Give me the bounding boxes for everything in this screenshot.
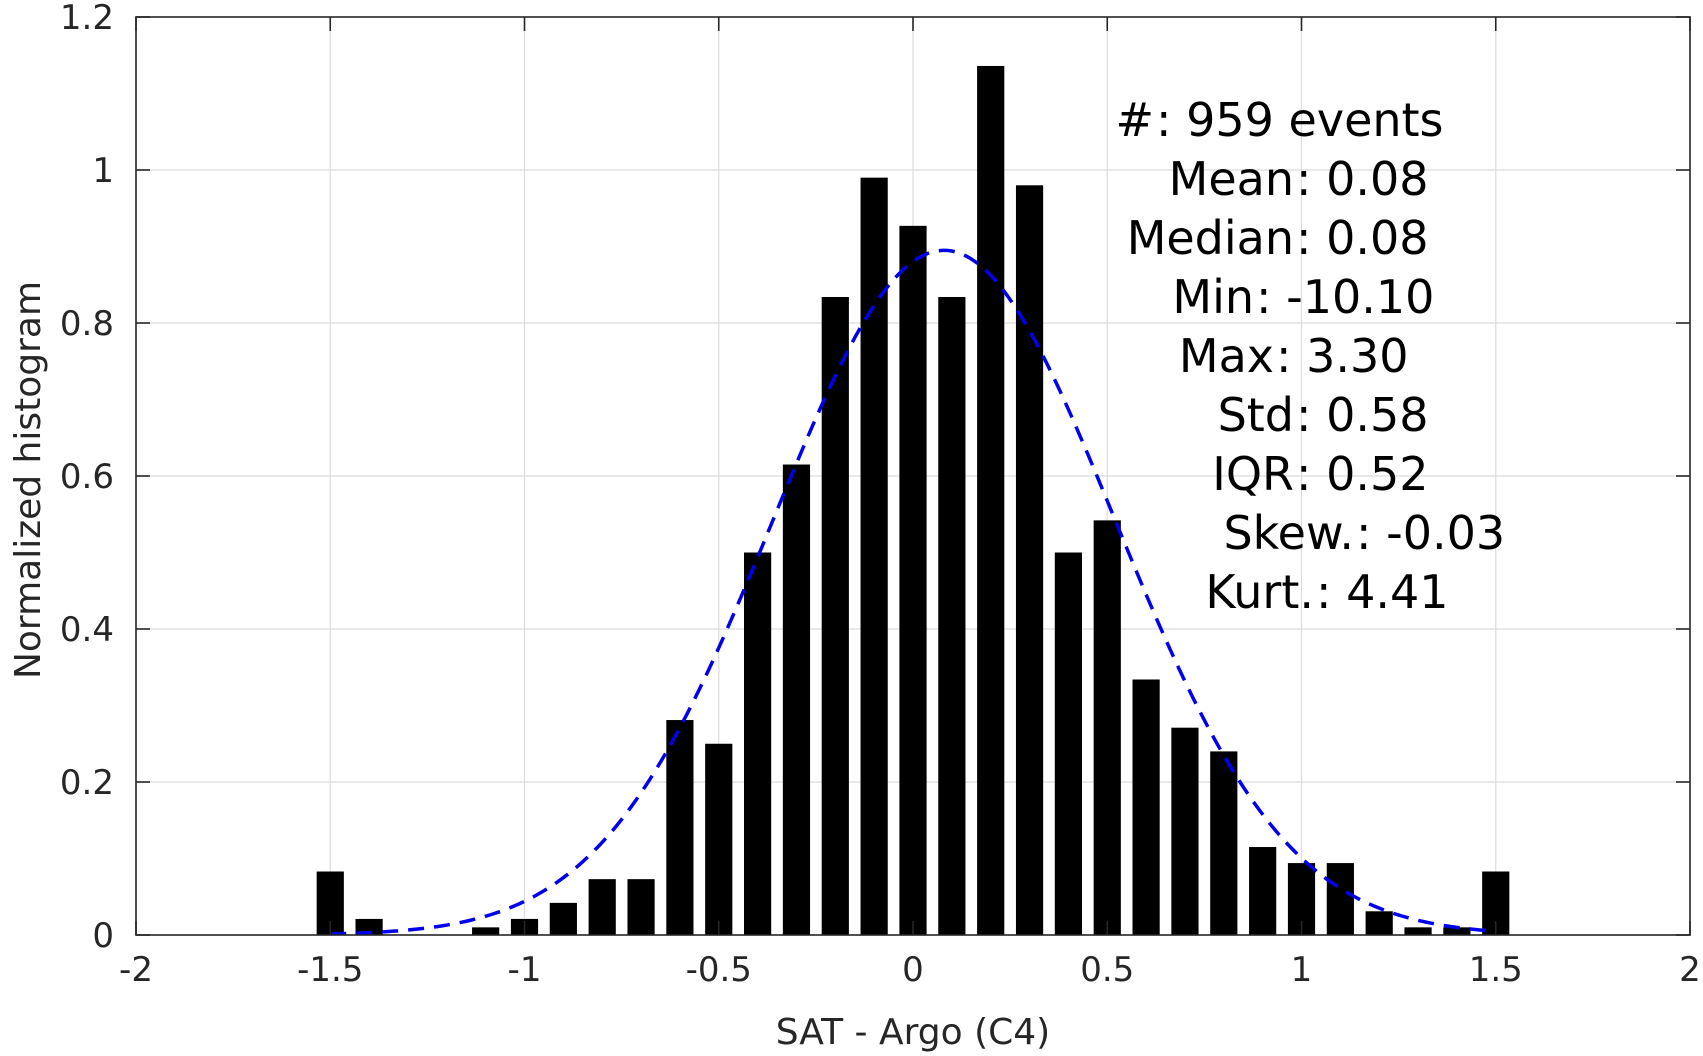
axis-ticks: [135, 16, 1691, 936]
histogram-bar: [549, 902, 577, 935]
histogram-bar: [977, 65, 1005, 935]
stats-label: Kurt.: [1205, 565, 1314, 619]
stats-value: : 0.52: [1296, 447, 1429, 501]
stats-label: Skew.: [1223, 506, 1354, 560]
y-axis-label: Normalized histogram: [8, 281, 49, 679]
histogram-bar: [1054, 552, 1082, 935]
y-tick-label: 0.8: [60, 304, 114, 344]
histogram-bar: [1093, 520, 1121, 935]
stats-label: Min: [1172, 270, 1254, 324]
x-tick-label: 2: [1679, 950, 1701, 990]
x-tick-label: 1.5: [1469, 950, 1523, 990]
stats-label: #: [1115, 93, 1154, 147]
y-tick-label: 1: [92, 151, 114, 191]
x-tick-label: 0.5: [1080, 950, 1134, 990]
stats-label: Median: [1127, 211, 1294, 265]
x-tick-label: 1: [1291, 950, 1313, 990]
histogram-bar: [355, 918, 383, 935]
y-tick-label: 0: [92, 916, 114, 956]
histogram-bar: [1365, 911, 1393, 935]
stats-value: : 0.08: [1296, 211, 1429, 265]
y-tick-labels: 0 0.2 0.4 0.6 0.8 1 1.2: [60, 0, 114, 956]
x-tick-label: -2: [119, 950, 153, 990]
histogram-bar: [782, 464, 811, 935]
stats-label: IQR: [1212, 447, 1294, 501]
histogram-bar: [1132, 679, 1160, 935]
histogram-bar: [1210, 751, 1238, 935]
x-tick-label: -0.5: [686, 950, 752, 990]
y-tick-label: 0.4: [60, 610, 114, 650]
histogram-bar: [627, 879, 655, 935]
histogram-bar: [1015, 185, 1044, 936]
stats-label: Max: [1179, 329, 1274, 383]
histogram-bar: [705, 743, 733, 935]
stats-value: : -10.10: [1256, 270, 1434, 324]
histogram-bar: [1443, 927, 1471, 935]
histogram-bar: [1249, 847, 1277, 935]
y-tick-label: 1.2: [60, 0, 114, 38]
histogram-bar: [1326, 863, 1354, 935]
x-tick-labels: -2 -1.5 -1 -0.5 0 0.5 1 1.5 2: [119, 950, 1701, 990]
stats-value: : 959 events: [1156, 93, 1444, 147]
stats-value: : 0.08: [1296, 152, 1429, 206]
x-axis-label: SAT - Argo (C4): [776, 1012, 1050, 1053]
histogram-bar: [860, 177, 888, 935]
stats-label: Mean: [1169, 152, 1294, 206]
histogram-bar: [1404, 927, 1432, 935]
stats-label: Std: [1218, 388, 1294, 442]
histogram-bar: [1171, 727, 1199, 935]
histogram-bar: [899, 225, 927, 936]
histogram-bar: [744, 552, 772, 935]
x-tick-label: -1: [508, 950, 542, 990]
histogram-bars: [316, 65, 1510, 936]
stats-value: : 4.41: [1316, 565, 1449, 619]
x-tick-label: -1.5: [297, 950, 363, 990]
histogram-bar: [472, 927, 500, 935]
histogram-bar: [588, 879, 616, 935]
stats-value: : 3.30: [1276, 329, 1409, 383]
y-tick-label: 0.6: [60, 457, 114, 497]
x-tick-label: 0: [902, 950, 924, 990]
stats-value: : -0.03: [1356, 506, 1505, 560]
y-tick-label: 0.2: [60, 763, 114, 803]
histogram-bar: [938, 296, 966, 935]
histogram-bar: [666, 720, 694, 935]
stats-value: : 0.58: [1296, 388, 1429, 442]
histogram-bar: [821, 296, 849, 935]
